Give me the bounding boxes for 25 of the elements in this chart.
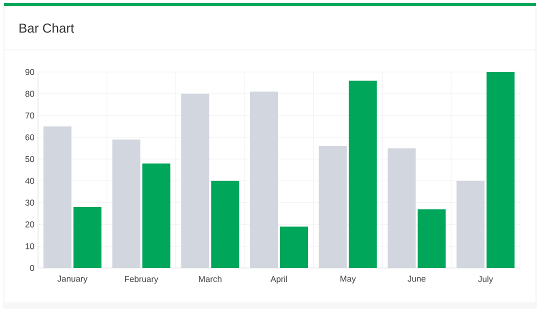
y-tick-label: 90 [25, 68, 34, 75]
y-tick-label: 80 [25, 90, 34, 97]
y-tick-label: 20 [25, 221, 34, 228]
bar [280, 226, 308, 268]
chart-title: Bar Chart [20, 23, 74, 33]
bar [73, 207, 102, 268]
y-tick-label: 50 [25, 156, 34, 162]
y-tick-label: 60 [25, 134, 34, 140]
x-tick-label: February [124, 276, 158, 284]
y-tick-label: 40 [25, 178, 34, 184]
bar [418, 209, 446, 268]
bar [211, 180, 240, 268]
y-tick-label: 70 [25, 112, 34, 119]
x-tick-label: April [270, 276, 287, 284]
bar [142, 163, 170, 268]
x-tick-label: June [408, 276, 426, 282]
x-tick-label: July [478, 276, 494, 284]
bar [486, 72, 515, 268]
bar [348, 80, 377, 268]
x-tick-label: May [340, 276, 356, 284]
y-tick-label: 30 [25, 200, 34, 206]
x-tick-label: January [57, 276, 88, 284]
y-tick-label: 0 [30, 264, 34, 271]
y-tick-label: 10 [26, 243, 34, 250]
x-tick-label: March [199, 276, 222, 282]
